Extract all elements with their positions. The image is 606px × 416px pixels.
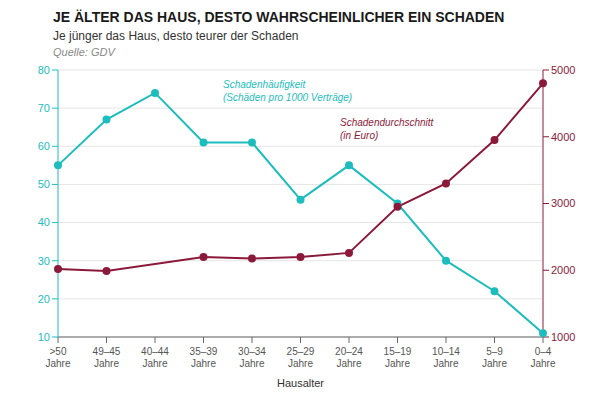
- html-text:Schadenhäufigkeit (Schäden pro: Schadenhäufigkeit (Schäden pro 1000 Vert…: [223, 79, 353, 103]
- svg-text:0–4Jahre: 0–4Jahre: [530, 346, 555, 369]
- svg-text:10: 10: [38, 331, 50, 343]
- html-text:JE ÄLTER DAS HAUS, DESTO WAHRS: JE ÄLTER DAS HAUS, DESTO WAHRSCHEINLICHE…: [53, 9, 505, 25]
- svg-text:1000: 1000: [551, 331, 575, 343]
- svg-text:30: 30: [38, 255, 50, 267]
- html-text:Je jünger das Haus, desto teur: Je jünger das Haus, desto teurer der Sch…: [53, 29, 299, 43]
- svg-text:49–45Jahre: 49–45Jahre: [93, 346, 121, 369]
- svg-text:40: 40: [38, 216, 50, 228]
- svg-text:5–9Jahre: 5–9Jahre: [482, 346, 507, 369]
- svg-text:20–24Jahre: 20–24Jahre: [335, 346, 363, 369]
- svg-text:70: 70: [38, 102, 50, 114]
- svg-text:40–44Jahre: 40–44Jahre: [141, 346, 169, 369]
- html-text:Schadendurchschnitt (in Euro): Schadendurchschnitt (in Euro): [340, 117, 434, 141]
- svg-text:>50Jahre: >50Jahre: [45, 346, 70, 369]
- svg-text:5000: 5000: [551, 64, 575, 76]
- svg-text:3000: 3000: [551, 197, 575, 209]
- svg-text:2000: 2000: [551, 264, 575, 276]
- svg-text:10–14Jahre: 10–14Jahre: [432, 346, 460, 369]
- svg-text:25–29Jahre: 25–29Jahre: [287, 346, 315, 369]
- svg-text:60: 60: [38, 140, 50, 152]
- svg-text:30–34Jahre: 30–34Jahre: [238, 346, 266, 369]
- svg-text:35–39Jahre: 35–39Jahre: [190, 346, 218, 369]
- svg-text:4000: 4000: [551, 131, 575, 143]
- svg-text:80: 80: [38, 64, 50, 76]
- svg-text:20: 20: [38, 293, 50, 305]
- svg-text:15–19Jahre: 15–19Jahre: [384, 346, 412, 369]
- svg-text:Hausalter: Hausalter: [277, 377, 324, 389]
- svg-text:50: 50: [38, 178, 50, 190]
- html-text:Quelle: GDV: Quelle: GDV: [53, 46, 115, 58]
